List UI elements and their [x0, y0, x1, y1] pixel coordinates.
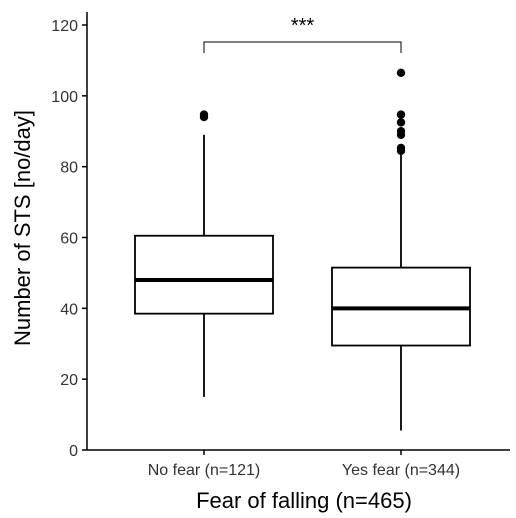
x-axis: No fear (n=121) Yes fear (n=344)	[87, 449, 510, 479]
outlier-point	[199, 110, 209, 119]
y-axis-title: Number of STS [no/day]	[10, 110, 35, 346]
x-tick-label: No fear (n=121)	[148, 462, 261, 479]
outlier-point	[396, 118, 406, 127]
box	[134, 234, 274, 315]
y-axis: 0 20 40 60 80 100 120	[51, 12, 88, 460]
significance-label: ***	[291, 15, 315, 37]
outlier-point	[396, 110, 406, 119]
boxes	[134, 68, 471, 431]
y-tick-label: 0	[69, 443, 78, 460]
y-tick-label: 20	[60, 372, 78, 389]
box-group	[331, 68, 471, 431]
y-tick-label: 60	[60, 231, 78, 248]
box-group	[134, 110, 274, 397]
significance-bracket: ***	[203, 15, 402, 53]
x-tick-label: Yes fear (n=344)	[342, 462, 460, 479]
y-tick-label: 120	[51, 18, 78, 35]
outlier-point	[396, 68, 406, 78]
y-tick-label: 40	[60, 301, 78, 318]
x-axis-title: Fear of falling (n=465)	[196, 488, 412, 513]
y-tick-label: 80	[60, 160, 78, 177]
bracket-line	[203, 41, 402, 53]
y-tick-label: 100	[51, 89, 78, 106]
outlier-point	[396, 143, 406, 153]
outlier-point	[396, 127, 406, 136]
